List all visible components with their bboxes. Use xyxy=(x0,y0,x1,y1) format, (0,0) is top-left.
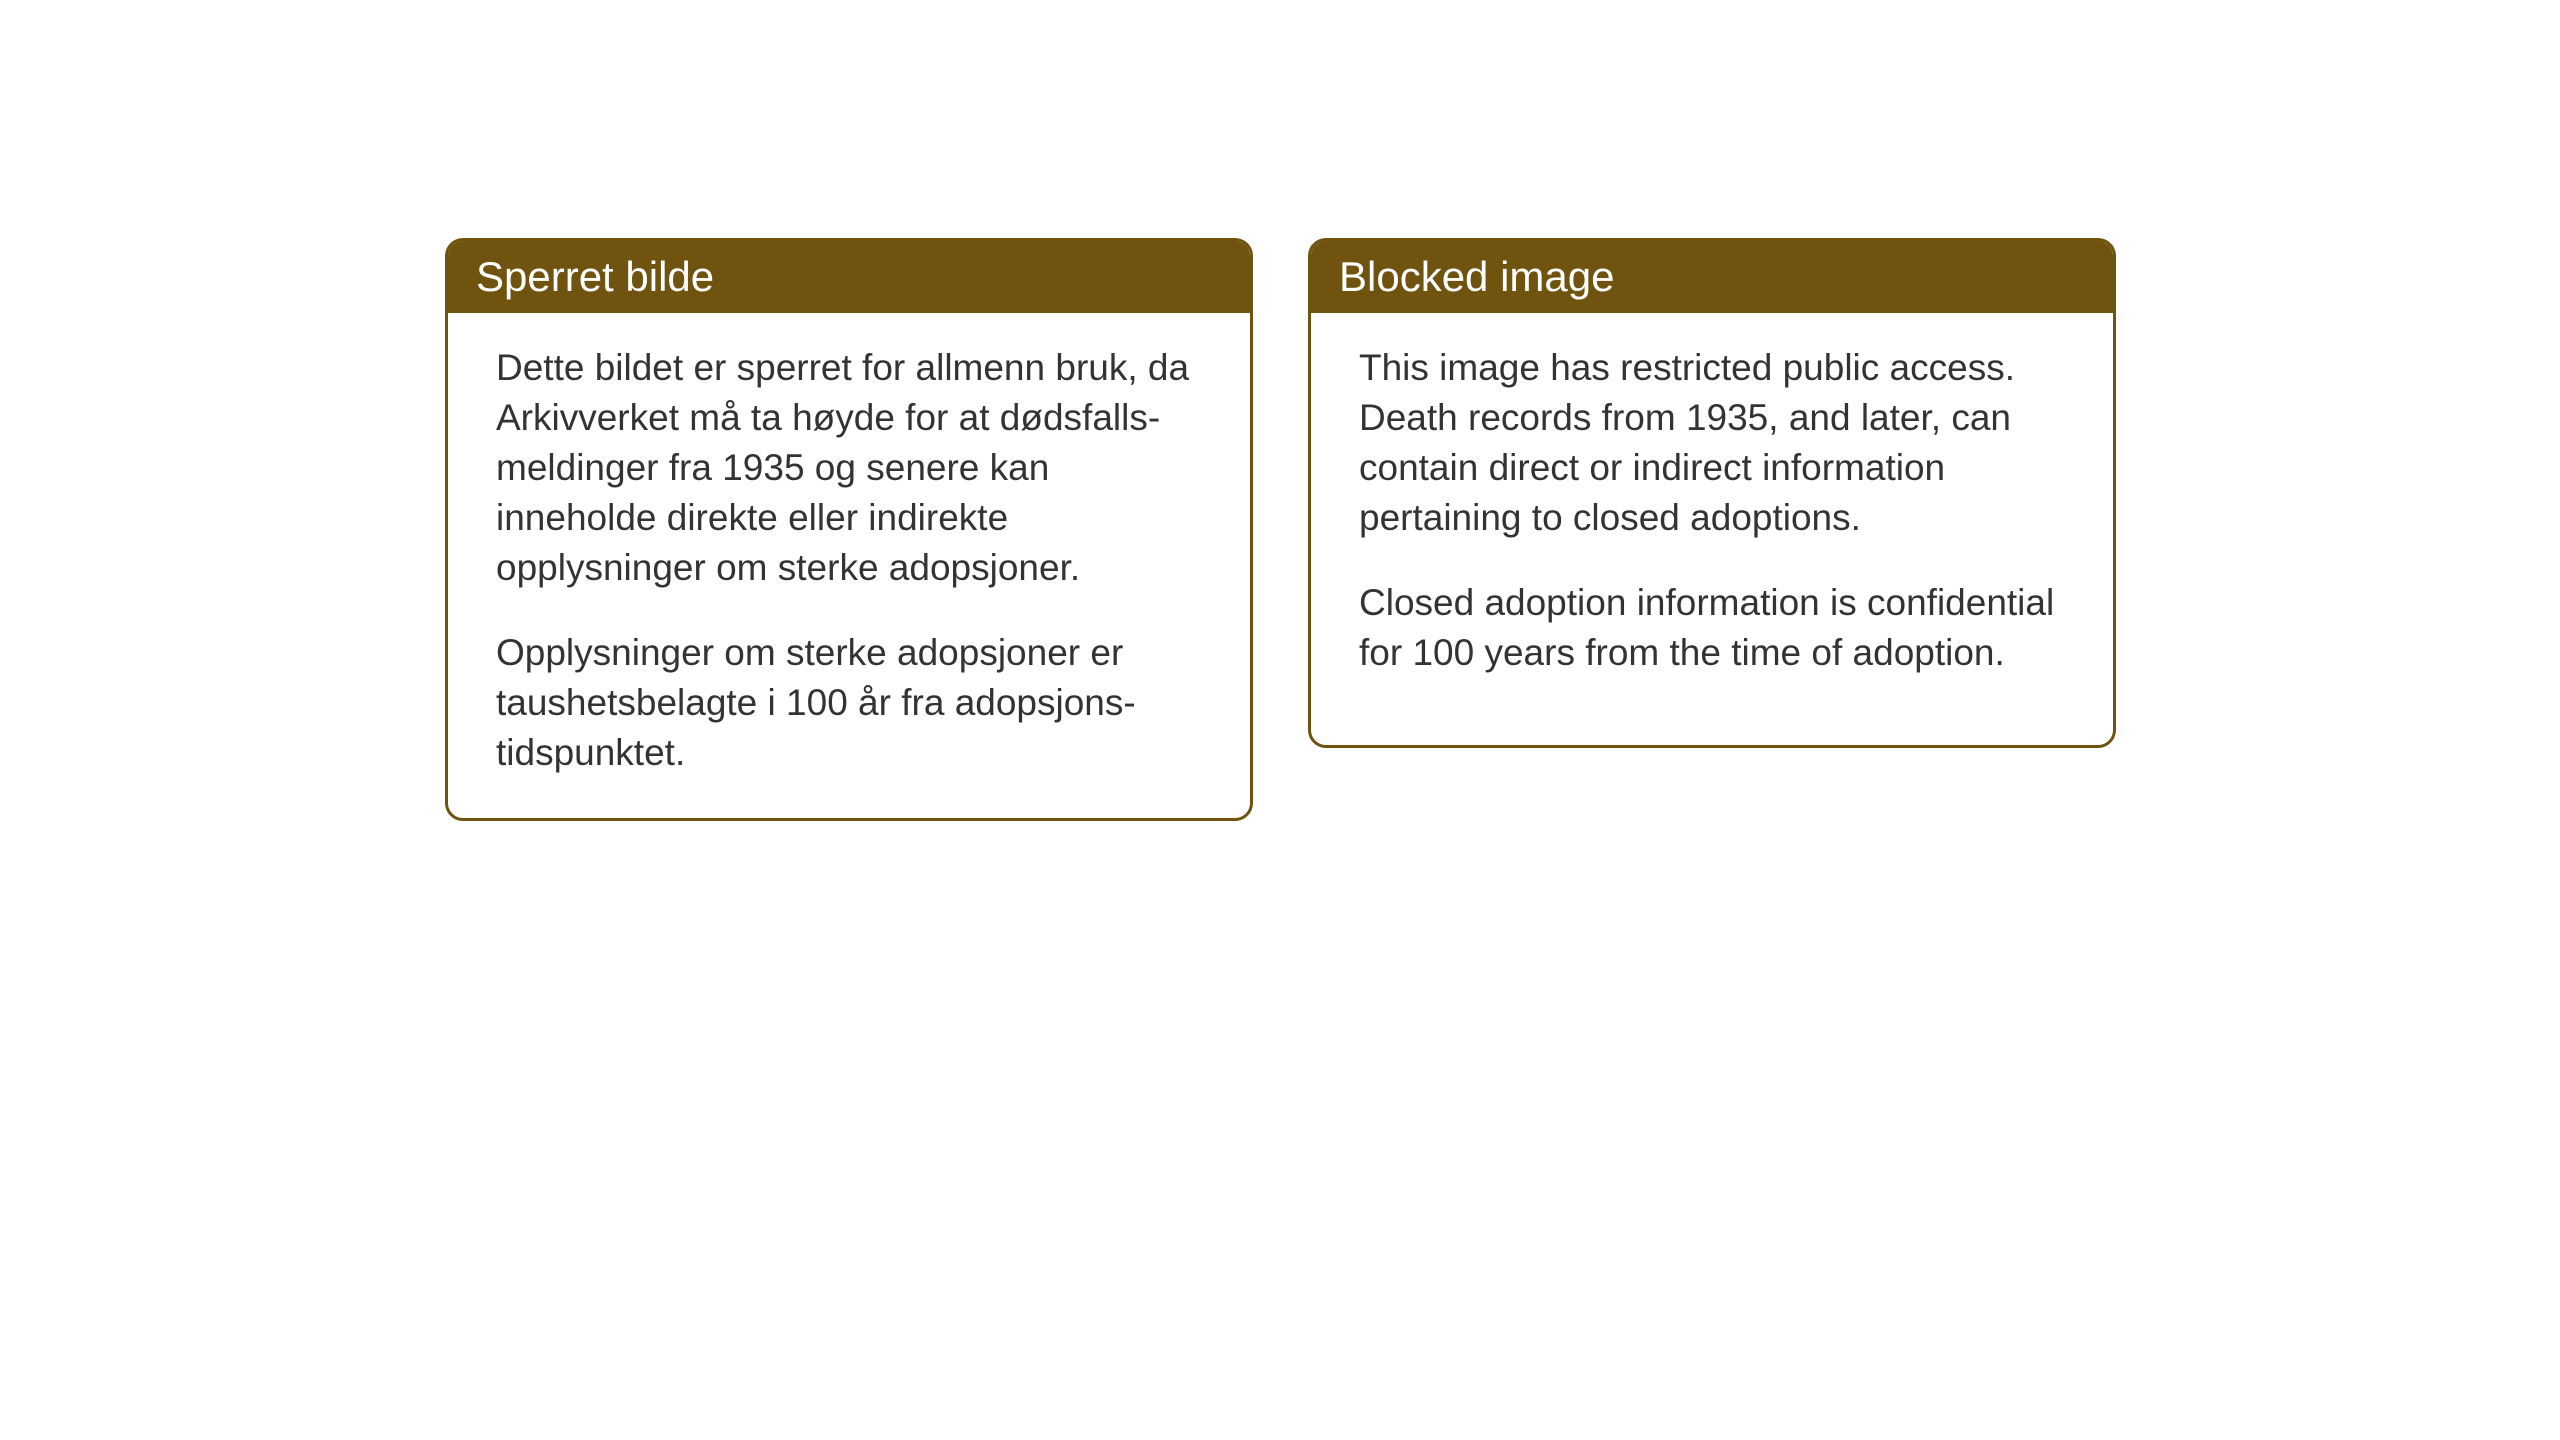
card-english-header: Blocked image xyxy=(1311,241,2113,313)
card-norwegian-title: Sperret bilde xyxy=(476,253,714,300)
card-norwegian-body: Dette bildet er sperret for allmenn bruk… xyxy=(448,313,1250,818)
card-english: Blocked image This image has restricted … xyxy=(1308,238,2116,748)
card-norwegian-header: Sperret bilde xyxy=(448,241,1250,313)
card-norwegian-paragraph-2: Opplysninger om sterke adopsjoner er tau… xyxy=(496,628,1202,778)
card-english-paragraph-1: This image has restricted public access.… xyxy=(1359,343,2065,543)
card-norwegian: Sperret bilde Dette bildet er sperret fo… xyxy=(445,238,1253,821)
card-english-body: This image has restricted public access.… xyxy=(1311,313,2113,718)
card-english-paragraph-2: Closed adoption information is confident… xyxy=(1359,578,2065,678)
cards-container: Sperret bilde Dette bildet er sperret fo… xyxy=(445,238,2116,821)
card-norwegian-paragraph-1: Dette bildet er sperret for allmenn bruk… xyxy=(496,343,1202,593)
card-english-title: Blocked image xyxy=(1339,253,1614,300)
